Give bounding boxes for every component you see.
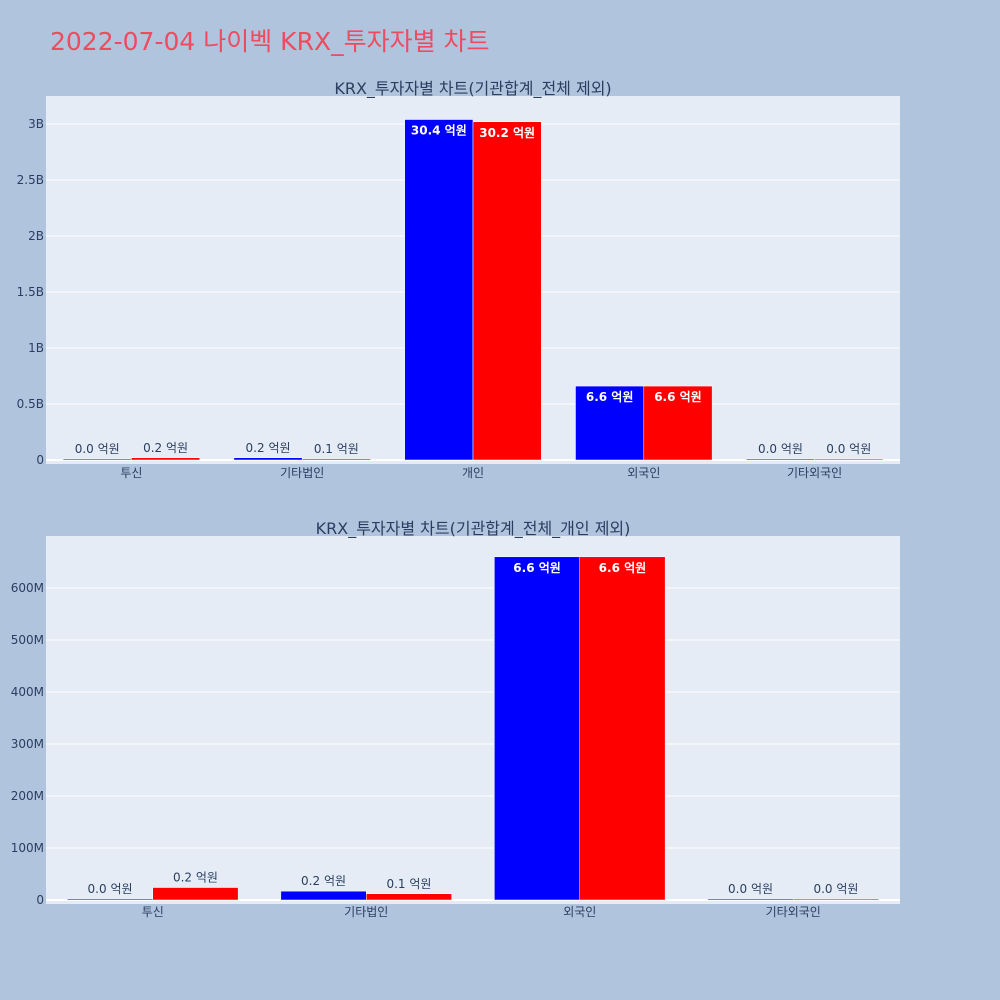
bar-series-2 xyxy=(301,458,371,461)
chart-top: 0 0.5B 1B 1.5B 2B 2.5B 3B KRX_투자자별 차트(기관합계_전체 제… xyxy=(17,79,900,480)
y-tick-label: 0.5B xyxy=(17,397,44,411)
x-tick-label: 외국인 xyxy=(627,466,660,480)
bar-series-1 xyxy=(494,556,581,901)
bar-series-2 xyxy=(579,556,666,901)
bar-value-label: 0.2 억원 xyxy=(173,871,218,885)
bar-series-2 xyxy=(472,121,542,461)
y-tick-label: 0 xyxy=(36,893,44,907)
bar-series-2 xyxy=(152,887,239,901)
chart-subtitle: KRX_투자자별 차트(기관합계_전체 제외) xyxy=(334,79,611,99)
y-tick-label: 3B xyxy=(28,117,44,131)
bar-series-2 xyxy=(643,385,713,461)
y-tick-label: 200M xyxy=(11,789,44,803)
bar-value-label: 0.0 억원 xyxy=(826,442,871,456)
bar-series-2 xyxy=(793,898,879,901)
bar-value-label: 6.6 억원 xyxy=(513,561,561,575)
bar-series-2 xyxy=(131,457,200,461)
y-tick-label: 0 xyxy=(36,453,44,467)
x-tick-label: 투신 xyxy=(120,466,142,480)
bar-value-label: 30.4 억원 xyxy=(411,124,467,138)
plot-area xyxy=(46,536,900,904)
y-tick-label: 500M xyxy=(11,633,44,647)
bar-value-label: 0.0 억원 xyxy=(88,882,133,896)
x-tick-label: 기타외국인 xyxy=(787,466,842,480)
bar-value-label: 6.6 억원 xyxy=(586,390,634,404)
page-title: 2022-07-04 나이벡 KRX_투자자별 차트 xyxy=(50,27,490,56)
y-tick-label: 1B xyxy=(28,341,44,355)
bar-value-label: 6.6 억원 xyxy=(599,561,647,575)
y-tick-label: 600M xyxy=(11,581,44,595)
bar-value-label: 0.0 억원 xyxy=(813,882,858,896)
y-tick-label: 400M xyxy=(11,685,44,699)
y-tick-label: 300M xyxy=(11,737,44,751)
bar-value-label: 0.0 억원 xyxy=(758,442,803,456)
bar-series-2 xyxy=(814,458,884,461)
bar-value-label: 0.2 억원 xyxy=(301,874,346,888)
bar-value-label: 0.1 억원 xyxy=(386,877,431,891)
bar-series-1 xyxy=(707,898,794,901)
x-tick-label: 개인 xyxy=(462,466,484,480)
bar-value-label: 0.2 억원 xyxy=(246,441,291,455)
x-tick-label: 외국인 xyxy=(563,905,596,919)
bar-value-label: 0.2 억원 xyxy=(143,441,188,455)
y-tick-label: 2B xyxy=(28,229,44,243)
x-tick-label: 기타법인 xyxy=(280,466,324,480)
y-tick-label: 2.5B xyxy=(17,173,44,187)
x-tick-label: 투신 xyxy=(142,905,164,919)
bar-series-2 xyxy=(366,893,452,901)
bar-series-1 xyxy=(280,890,367,901)
bar-value-label: 0.1 억원 xyxy=(314,442,359,456)
bar-value-label: 6.6 억원 xyxy=(654,390,702,404)
bar-series-1 xyxy=(67,898,153,901)
x-tick-label: 기타외국인 xyxy=(766,905,821,919)
y-tick-label: 100M xyxy=(11,841,44,855)
bar-value-label: 30.2 억원 xyxy=(479,126,535,140)
x-tick-label: 기타법인 xyxy=(344,905,388,919)
bar-value-label: 0.0 억원 xyxy=(75,442,120,456)
chart-subtitle: KRX_투자자별 차트(기관합계_전체_개인 제외) xyxy=(316,519,631,539)
bar-series-1 xyxy=(575,385,645,461)
bar-value-label: 0.0 억원 xyxy=(728,882,773,896)
y-tick-label: 1.5B xyxy=(17,285,44,299)
